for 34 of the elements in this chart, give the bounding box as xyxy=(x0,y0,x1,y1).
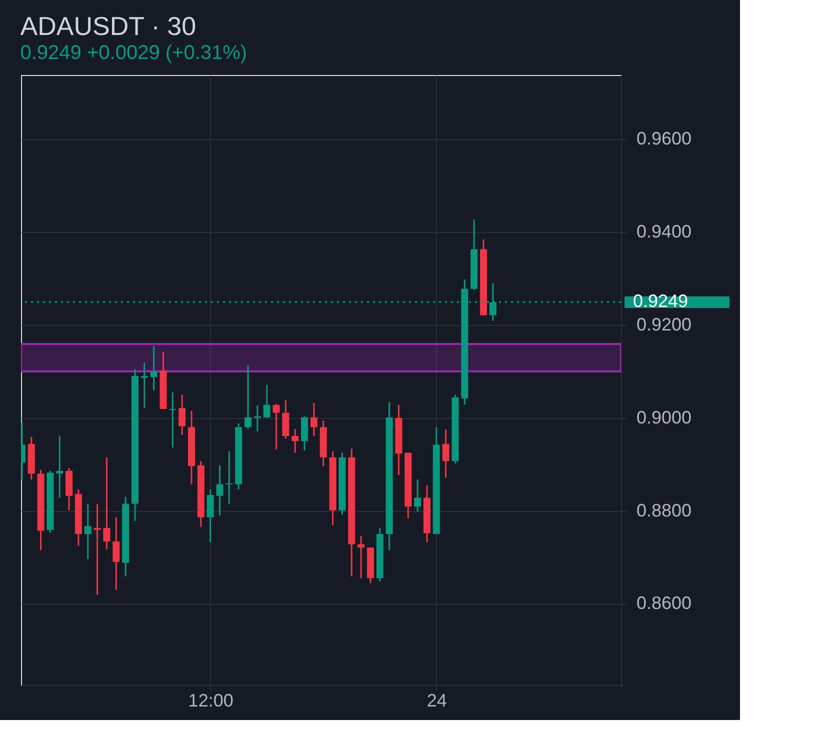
candlestick xyxy=(140,362,148,409)
chart-title: ADAUSDT · 30 xyxy=(20,11,196,41)
candlestick xyxy=(301,416,308,452)
y-tick-label: 0.9200 xyxy=(636,314,692,334)
candlestick xyxy=(206,488,214,544)
candlestick xyxy=(254,404,261,432)
x-tick-label: 24 xyxy=(426,690,447,710)
candlestick xyxy=(414,478,422,512)
y-tick-label: 0.9000 xyxy=(636,407,692,428)
candlestick xyxy=(226,450,233,505)
y-tick-label: 0.9600 xyxy=(636,128,692,149)
candlestick xyxy=(442,428,450,479)
candlestick xyxy=(282,399,290,440)
y-tick-label: 0.8800 xyxy=(636,500,692,520)
ref-line-label: 0.9249 xyxy=(633,291,688,312)
candlestick xyxy=(244,364,252,430)
candlestick xyxy=(94,503,101,596)
candlestick xyxy=(150,345,158,392)
candlestick xyxy=(169,392,176,448)
chart-subtitle: 0.9249 +0.0029 (+0.31%) xyxy=(20,42,248,64)
candlestick xyxy=(178,394,186,436)
candlestick xyxy=(56,435,64,499)
candlestick xyxy=(272,403,280,450)
candlestick xyxy=(216,464,224,516)
candlestick xyxy=(84,503,92,560)
y-tick-label: 0.9400 xyxy=(636,222,692,242)
candlestick xyxy=(263,384,270,419)
candlestick xyxy=(112,516,120,591)
x-tick-label: 12:00 xyxy=(188,690,234,710)
candlestick xyxy=(358,535,365,579)
candlestick xyxy=(292,428,299,454)
y-tick-label: 0.8600 xyxy=(636,593,692,614)
candlestick xyxy=(310,402,318,437)
candlestick xyxy=(103,456,110,550)
